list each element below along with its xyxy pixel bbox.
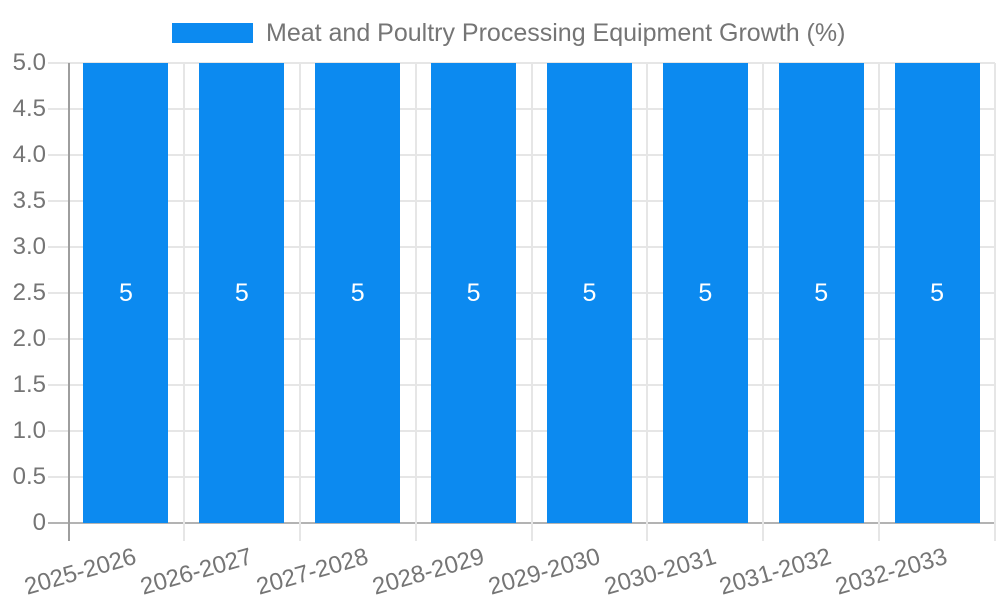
bar: 5 bbox=[199, 63, 285, 523]
gridline-horizontal bbox=[48, 154, 995, 156]
y-tick-label: 0 bbox=[32, 509, 46, 536]
x-tick-label: 2028-2029 bbox=[369, 543, 488, 600]
y-axis-line bbox=[68, 63, 70, 541]
gridline-vertical bbox=[182, 63, 185, 541]
bar-value-label: 5 bbox=[582, 278, 597, 307]
y-tick-label: 0.5 bbox=[12, 463, 46, 490]
gridline-horizontal bbox=[48, 292, 995, 294]
y-tick-label: 2.5 bbox=[12, 279, 46, 306]
legend-swatch bbox=[172, 23, 253, 43]
bar: 5 bbox=[778, 63, 864, 523]
bar-value-label: 5 bbox=[234, 278, 249, 307]
x-axis-baseline bbox=[48, 522, 995, 524]
bar: 5 bbox=[431, 63, 517, 523]
bar: 5 bbox=[83, 63, 169, 523]
gridline-vertical bbox=[414, 63, 417, 541]
x-tick-label: 2026-2027 bbox=[137, 543, 256, 600]
bar-value-label: 5 bbox=[698, 278, 713, 307]
y-tick-label: 4.5 bbox=[12, 95, 46, 122]
gridline-horizontal bbox=[48, 384, 995, 386]
y-tick-label: 5.0 bbox=[12, 49, 46, 76]
gridline-vertical bbox=[994, 63, 996, 541]
y-tick-label: 4.0 bbox=[12, 141, 46, 168]
gridline-vertical bbox=[878, 63, 881, 541]
gridline-horizontal bbox=[48, 200, 995, 202]
bar: 5 bbox=[315, 63, 401, 523]
y-tick-label: 1.0 bbox=[12, 417, 46, 444]
bar-value-label: 5 bbox=[350, 278, 365, 307]
gridline-horizontal bbox=[48, 246, 995, 248]
x-tick-label: 2029-2030 bbox=[485, 543, 603, 600]
gridline-vertical bbox=[646, 63, 649, 541]
legend: Meat and Poultry Processing Equipment Gr… bbox=[0, 0, 1000, 55]
gridline-horizontal bbox=[48, 108, 995, 110]
gridline-horizontal bbox=[48, 338, 995, 340]
bar: 5 bbox=[894, 63, 980, 523]
x-tick-label: 2030-2031 bbox=[600, 543, 719, 600]
y-tick-label: 3.0 bbox=[12, 233, 46, 260]
gridline-horizontal bbox=[48, 476, 995, 478]
bar-value-label: 5 bbox=[466, 278, 481, 307]
gridline-horizontal bbox=[48, 62, 995, 64]
bar-value-label: 5 bbox=[118, 278, 133, 307]
x-tick-label: 2032-2033 bbox=[832, 543, 951, 600]
bar: 5 bbox=[662, 63, 748, 523]
gridline-vertical bbox=[762, 63, 765, 541]
x-tick-label: 2027-2028 bbox=[253, 543, 372, 600]
bar-value-label: 5 bbox=[814, 278, 829, 307]
gridline-vertical bbox=[298, 63, 301, 541]
y-tick-label: 2.0 bbox=[12, 325, 46, 352]
x-tick-label: 2025-2026 bbox=[21, 543, 140, 600]
y-tick-label: 1.5 bbox=[12, 371, 46, 398]
legend-label[interactable]: Meat and Poultry Processing Equipment Gr… bbox=[266, 19, 846, 47]
bar: 5 bbox=[546, 63, 632, 523]
x-tick-label: 2031-2032 bbox=[716, 543, 835, 600]
gridline-horizontal bbox=[48, 430, 995, 432]
y-tick-label: 3.5 bbox=[12, 187, 46, 214]
bar-value-label: 5 bbox=[930, 278, 945, 307]
gridline-vertical bbox=[530, 63, 533, 541]
